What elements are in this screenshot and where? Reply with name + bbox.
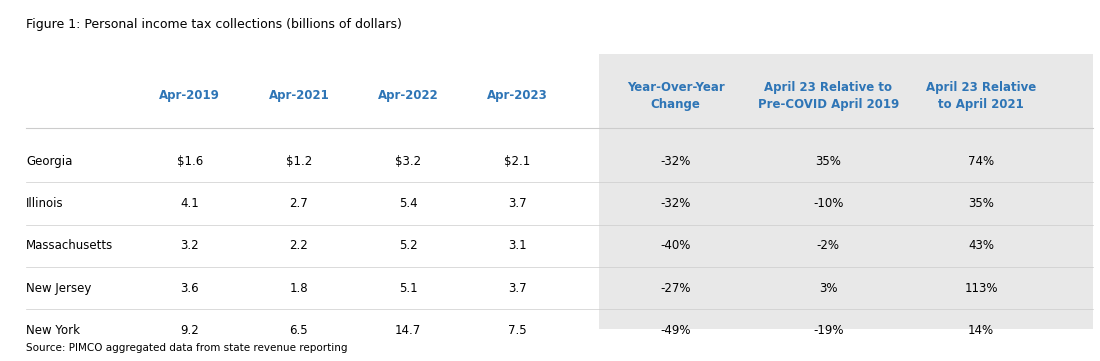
Text: 14.7: 14.7 — [395, 324, 421, 337]
Text: 3.7: 3.7 — [508, 282, 527, 295]
Text: 74%: 74% — [968, 155, 994, 168]
Text: 3.6: 3.6 — [180, 282, 199, 295]
Text: 9.2: 9.2 — [180, 324, 199, 337]
Text: 3%: 3% — [820, 282, 837, 295]
Text: 35%: 35% — [815, 155, 842, 168]
Text: New Jersey: New Jersey — [26, 282, 91, 295]
Text: Illinois: Illinois — [26, 197, 64, 210]
Text: April 23 Relative to
Pre-COVID April 2019: April 23 Relative to Pre-COVID April 201… — [758, 81, 899, 111]
Text: 5.2: 5.2 — [399, 239, 417, 252]
Text: Massachusetts: Massachusetts — [26, 239, 113, 252]
Text: -19%: -19% — [813, 324, 844, 337]
Text: $1.2: $1.2 — [286, 155, 312, 168]
Text: 5.4: 5.4 — [399, 197, 417, 210]
Text: 7.5: 7.5 — [508, 324, 527, 337]
Text: Year-Over-Year
Change: Year-Over-Year Change — [627, 81, 725, 111]
Text: 14%: 14% — [968, 324, 994, 337]
FancyBboxPatch shape — [600, 53, 1092, 329]
Text: 4.1: 4.1 — [180, 197, 199, 210]
Text: Apr-2023: Apr-2023 — [487, 90, 548, 103]
Text: -32%: -32% — [660, 155, 691, 168]
Text: Apr-2021: Apr-2021 — [268, 90, 329, 103]
Text: Figure 1: Personal income tax collections (billions of dollars): Figure 1: Personal income tax collection… — [26, 18, 401, 31]
Text: Apr-2022: Apr-2022 — [377, 90, 439, 103]
Text: 2.7: 2.7 — [289, 197, 308, 210]
Text: Georgia: Georgia — [26, 155, 73, 168]
Text: 2.2: 2.2 — [289, 239, 308, 252]
Text: 6.5: 6.5 — [289, 324, 308, 337]
Text: 5.1: 5.1 — [399, 282, 417, 295]
Text: -10%: -10% — [813, 197, 844, 210]
Text: New York: New York — [26, 324, 80, 337]
Text: 35%: 35% — [968, 197, 994, 210]
Text: April 23 Relative
to April 2021: April 23 Relative to April 2021 — [926, 81, 1036, 111]
Text: $1.6: $1.6 — [177, 155, 202, 168]
Text: $2.1: $2.1 — [504, 155, 530, 168]
Text: 3.2: 3.2 — [180, 239, 199, 252]
Text: 1.8: 1.8 — [289, 282, 308, 295]
Text: 43%: 43% — [968, 239, 994, 252]
Text: -2%: -2% — [817, 239, 840, 252]
Text: -27%: -27% — [660, 282, 691, 295]
Text: Apr-2019: Apr-2019 — [160, 90, 220, 103]
Text: -49%: -49% — [660, 324, 691, 337]
Text: 3.1: 3.1 — [508, 239, 527, 252]
Text: -40%: -40% — [660, 239, 691, 252]
Text: -32%: -32% — [660, 197, 691, 210]
Text: 3.7: 3.7 — [508, 197, 527, 210]
Text: 113%: 113% — [965, 282, 998, 295]
Text: Source: PIMCO aggregated data from state revenue reporting: Source: PIMCO aggregated data from state… — [26, 343, 348, 353]
Text: $3.2: $3.2 — [395, 155, 421, 168]
